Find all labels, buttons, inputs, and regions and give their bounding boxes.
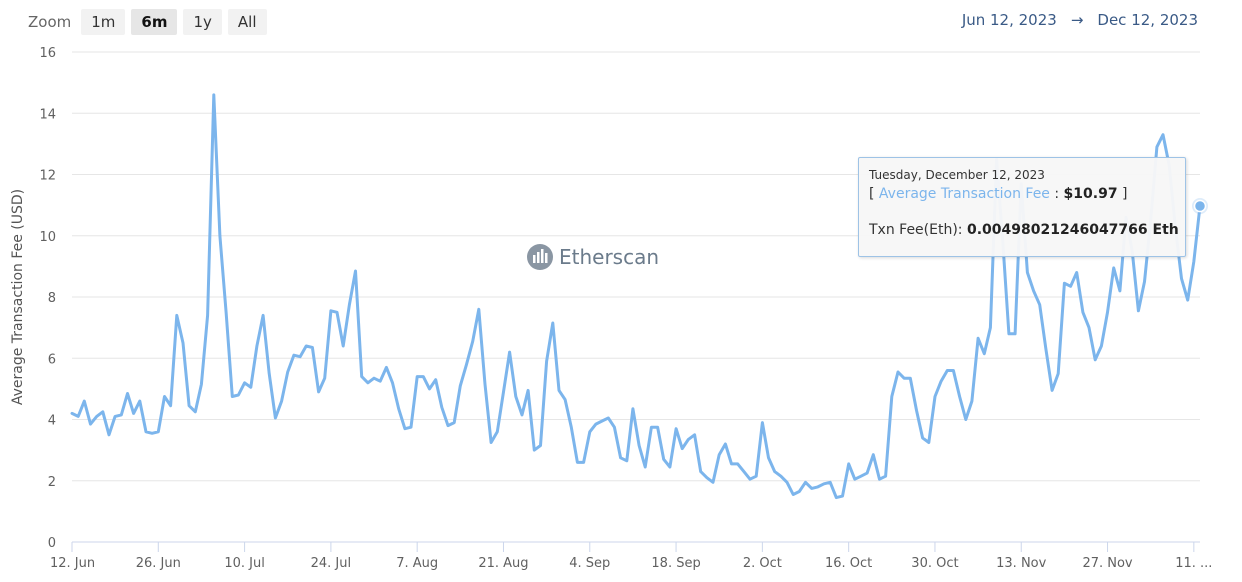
- x-tick-label: 2. Oct: [743, 556, 782, 571]
- range-from[interactable]: Jun 12, 2023: [961, 11, 1057, 29]
- tooltip-value: $10.97: [1063, 186, 1118, 202]
- y-tick-label: 0: [48, 536, 56, 551]
- x-tick-label: 26. Jun: [136, 556, 181, 571]
- tooltip-bracket-open: [: [869, 186, 879, 202]
- x-tick-label: 18. Sep: [651, 556, 700, 571]
- hover-point[interactable]: [1193, 199, 1207, 213]
- zoom-all-button[interactable]: All: [227, 9, 267, 35]
- watermark: Etherscan: [527, 244, 659, 270]
- zoom-1y-button[interactable]: 1y: [183, 9, 222, 35]
- y-tick-label: 8: [48, 291, 56, 306]
- x-tick-label: 30. Oct: [911, 556, 958, 571]
- tooltip-eth-line: Txn Fee(Eth): 0.00498021246047766 Eth: [869, 222, 1179, 238]
- y-axis-ticks: 0 2 4 6 8 10 12 14 16: [39, 46, 56, 551]
- tooltip-date: Tuesday, December 12, 2023: [869, 168, 1045, 182]
- x-tick-label: 4. Sep: [569, 556, 610, 571]
- y-tick-label: 14: [39, 107, 56, 122]
- y-tick-label: 16: [39, 46, 56, 61]
- zoom-label: Zoom: [28, 13, 72, 31]
- x-tick-label: 27. Nov: [1082, 556, 1132, 571]
- zoom-bar: Zoom 1m 6m 1y All: [28, 9, 267, 35]
- tooltip: Tuesday, December 12, 2023 [ Average Tra…: [858, 157, 1186, 257]
- grid-lines: [72, 51, 1200, 543]
- zoom-6m-button[interactable]: 6m: [131, 9, 178, 35]
- x-tick-label: 16. Oct: [825, 556, 872, 571]
- series-line: [70, 93, 1202, 500]
- tooltip-separator: :: [1049, 186, 1064, 202]
- range-to[interactable]: Dec 12, 2023: [1097, 11, 1198, 29]
- y-tick-label: 6: [48, 352, 56, 367]
- tooltip-bracket-close: ]: [1117, 186, 1128, 202]
- x-tick-label: 11. ...: [1175, 556, 1212, 571]
- y-tick-label: 4: [48, 414, 56, 429]
- date-range: Jun 12, 2023 → Dec 12, 2023: [962, 11, 1198, 29]
- range-arrow: →: [1070, 11, 1084, 29]
- tooltip-eth-label: Txn Fee(Eth):: [869, 222, 967, 238]
- y-tick-label: 12: [39, 169, 56, 184]
- x-axis-ticks: 12. Jun 26. Jun 10. Jul 24. Jul 7. Aug 21. Au…: [50, 542, 1212, 571]
- x-tick-label: 13. Nov: [996, 556, 1046, 571]
- y-tick-label: 2: [48, 475, 56, 490]
- zoom-1m-button[interactable]: 1m: [81, 9, 126, 35]
- y-axis-title: Average Transaction Fee (USD): [10, 189, 26, 405]
- tooltip-series-name: Average Transaction Fee: [878, 186, 1050, 202]
- series-group: [70, 93, 1208, 500]
- x-tick-label: 21. Aug: [478, 556, 528, 571]
- x-tick-label: 10. Jul: [224, 556, 265, 571]
- x-tick-label: 12. Jun: [50, 556, 95, 571]
- x-tick-label: 7. Aug: [396, 556, 438, 571]
- x-tick-label: 24. Jul: [311, 556, 352, 571]
- watermark-text: Etherscan: [559, 245, 659, 269]
- tooltip-series-line: [ Average Transaction Fee : $10.97 ]: [869, 186, 1128, 202]
- etherscan-logo-icon: [527, 244, 553, 270]
- tooltip-eth-value: 0.00498021246047766 Eth: [966, 222, 1179, 238]
- y-tick-label: 10: [39, 230, 56, 245]
